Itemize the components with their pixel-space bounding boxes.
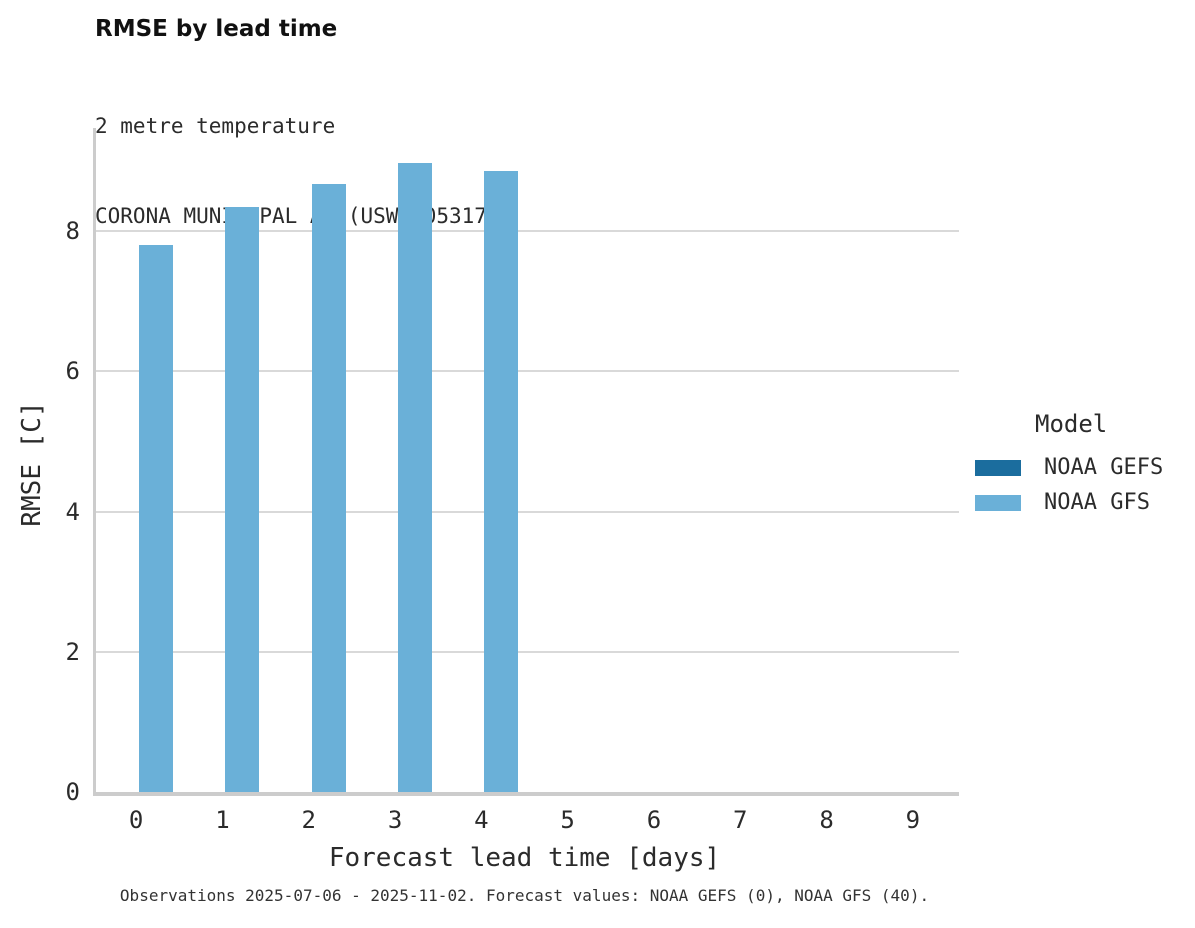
y-tick-label-2: 2 [65, 637, 80, 666]
x-tick-label-2: 2 [301, 806, 316, 834]
legend-item-noaa-gefs: NOAA GEFS [975, 450, 1195, 485]
bar-noaa-gfs-day-0 [139, 245, 174, 792]
bar-noaa-gfs-day-1 [225, 206, 260, 792]
x-tick-label-9: 9 [905, 806, 921, 834]
bar-noaa-gfs-day-2 [311, 184, 346, 792]
x-tick-label-1: 1 [215, 806, 230, 834]
y-tick-label-0: 0 [65, 778, 80, 806]
y-axis-title: RMSE [C] [17, 401, 47, 527]
x-tick-label-7: 7 [733, 806, 748, 834]
x-tick-label-6: 6 [646, 806, 662, 834]
y-tick-label-8: 8 [65, 217, 80, 246]
gridline-y-2 [96, 650, 959, 653]
plot-area [93, 128, 959, 796]
y-tick-label-4: 4 [65, 497, 80, 526]
x-tick-label-3: 3 [387, 806, 403, 834]
gridline-y-6 [96, 370, 959, 373]
legend: Model NOAA GEFS NOAA GFS [975, 410, 1195, 520]
x-tick-label-0: 0 [128, 806, 144, 834]
x-tick-label-8: 8 [819, 806, 834, 834]
legend-title: Model [1035, 410, 1108, 438]
legend-label-noaa-gefs: NOAA GEFS [1044, 455, 1164, 480]
legend-swatch-noaa-gefs [975, 459, 1021, 476]
legend-label-noaa-gfs: NOAA GFS [1044, 490, 1150, 515]
gridline-y-8 [96, 230, 959, 233]
x-axis-title: Forecast lead time [days] [328, 843, 721, 873]
chart-title: RMSE by lead time [95, 16, 338, 42]
legend-item-noaa-gfs: NOAA GFS [975, 485, 1195, 520]
y-tick-label-6: 6 [65, 357, 80, 386]
bar-noaa-gfs-day-4 [484, 171, 519, 792]
gridline-y-4 [96, 510, 959, 513]
chart-subtitle-line1: 2 metre temperature [95, 114, 336, 138]
x-tick-label-4: 4 [474, 806, 489, 834]
x-tick-label-5: 5 [560, 806, 575, 834]
legend-swatch-noaa-gfs [975, 494, 1021, 511]
footer-note: Observations 2025-07-06 - 2025-11-02. Fo… [119, 886, 930, 905]
bar-noaa-gfs-day-3 [398, 163, 433, 792]
